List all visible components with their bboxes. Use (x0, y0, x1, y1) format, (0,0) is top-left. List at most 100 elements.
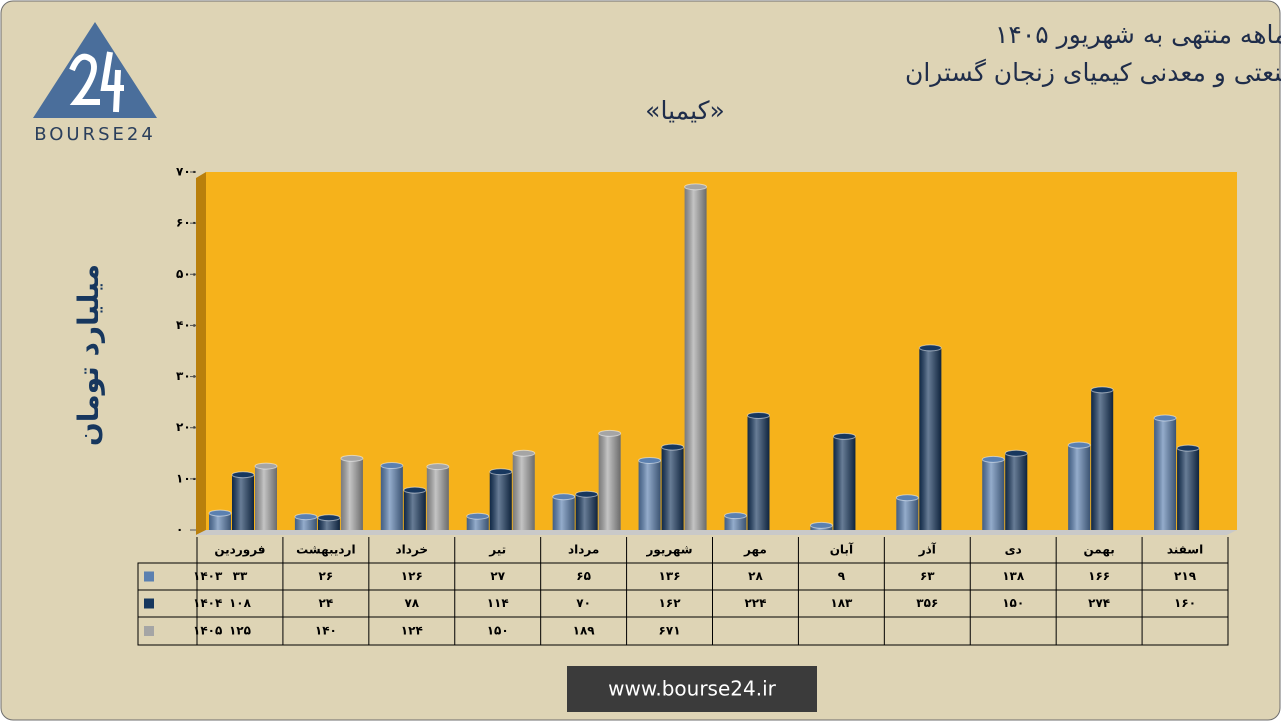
bar-cap (512, 449, 536, 457)
data-label: ۲۸ (748, 569, 763, 583)
bar-shade (340, 458, 363, 530)
x-tick-label: فروردین (214, 543, 265, 558)
plot-wall (206, 172, 1237, 530)
bar-shade (896, 497, 919, 530)
bar-cap (1153, 414, 1177, 422)
data-label: ۱۲۶ (401, 569, 423, 583)
data-label: ۱۲۴ (401, 624, 423, 638)
data-label: ۱۴۰ (315, 624, 337, 638)
bar-cap (809, 521, 833, 529)
data-label: ۱۸۳ (830, 596, 853, 610)
bar-shade (426, 466, 449, 530)
legend-label: ۱۴۰۴ (193, 596, 222, 610)
bar-shade (1005, 453, 1028, 530)
x-tick-label: اسفند (1167, 543, 1203, 557)
y-tick-label: ۴۰۰ (176, 318, 198, 332)
bar-shade (1091, 389, 1114, 530)
bar-cap (1090, 386, 1114, 394)
x-tick-label: دی (1005, 543, 1022, 557)
bar-cap (895, 494, 919, 502)
bar-shade (833, 436, 856, 530)
bar-shade (512, 453, 535, 530)
x-tick-label: مهر (743, 543, 767, 557)
data-label: ۷۰ (576, 596, 591, 610)
bar-cap (1176, 444, 1200, 452)
chart-title: گزارش فروش ۶ ماهه منتهی به شهریور ۱۴۰۵ (995, 20, 1281, 50)
bar-shade (380, 465, 403, 530)
chart-subtitle: صنعتی و معدنی کیمیای زنجان گستران (905, 58, 1281, 88)
data-label: ۹ (838, 569, 846, 583)
x-tick-label: آبان (830, 542, 854, 557)
bar-cap (724, 512, 747, 520)
legend-label: ۱۴۰۵ (193, 624, 222, 638)
logo-text: BOURSE24 (34, 124, 156, 145)
y-axis-label: میلیارد تومان (72, 264, 105, 446)
data-label: ۳۳ (233, 569, 248, 583)
x-tick-label: شهریور (645, 543, 692, 558)
bar-shade (1177, 448, 1200, 530)
bar-shade (661, 447, 684, 530)
data-label: ۶۷۱ (659, 624, 681, 638)
legend-swatch (144, 626, 154, 636)
bar-cap (661, 443, 685, 451)
data-label: ۲۲۴ (744, 596, 766, 610)
bar-cap (1004, 449, 1028, 457)
bar-cap (552, 493, 576, 501)
data-label: ۶۵ (576, 569, 591, 583)
bar-cap (208, 509, 232, 517)
data-label: ۱۶۰ (1174, 596, 1196, 610)
data-label: ۱۶۶ (1088, 569, 1110, 583)
bar-cap (747, 411, 770, 419)
bar-cap (254, 462, 278, 470)
bar-shade (466, 516, 489, 530)
bar-cap (403, 486, 427, 494)
bar-cap (317, 514, 341, 522)
bar-shade (403, 490, 426, 530)
y-tick-label: ۳۰۰ (176, 369, 198, 383)
bar-cap (598, 429, 622, 437)
bar-cap (684, 183, 708, 191)
data-label: ۲۷۴ (1088, 596, 1110, 610)
data-label: ۱۲۵ (229, 624, 251, 638)
bar-cap (380, 462, 404, 470)
x-tick-label: اردیبهشت (296, 543, 355, 557)
bar-shade (232, 474, 254, 530)
data-label: ۱۵۰ (487, 624, 509, 638)
footer-link[interactable]: www.bourse24.ir (608, 677, 777, 701)
data-label: ۲۴ (319, 596, 334, 610)
y-tick-label: ۱۰۰ (176, 471, 198, 485)
bar-shade (294, 516, 317, 530)
plot-side-wall (196, 172, 206, 535)
data-label: ۲۶ (319, 569, 334, 583)
bar-shade (1068, 445, 1091, 530)
x-tick-label: خرداد (396, 543, 429, 557)
legend-label: ۱۴۰۳ (193, 569, 223, 583)
data-label: ۱۶۲ (659, 596, 682, 610)
bar-cap (575, 490, 599, 498)
bar-shade (209, 513, 231, 530)
bar-shade (638, 460, 661, 530)
bar-shade (684, 186, 707, 530)
data-label: ۳۵۶ (916, 596, 938, 610)
bar-shade (598, 433, 621, 530)
bar-cap (340, 454, 364, 462)
x-tick-label: مرداد (568, 543, 599, 557)
bar-cap (918, 344, 942, 352)
bar-shade (1154, 417, 1177, 530)
bar-shade (982, 459, 1005, 530)
bar-shade (724, 515, 747, 530)
chart-subtitle: «کیمیا» (645, 96, 725, 125)
bar-cap (832, 432, 856, 440)
plot-floor (196, 530, 1237, 535)
data-label: ۷۸ (404, 596, 419, 610)
x-tick-label: تیر (488, 543, 506, 557)
bar-cap (231, 471, 255, 479)
footer-box (567, 666, 817, 712)
data-label: ۱۱۴ (487, 596, 509, 610)
data-label: ۱۰۸ (229, 596, 252, 610)
y-tick-label: ۵۰۰ (176, 267, 198, 281)
data-label: ۱۵۰ (1002, 596, 1024, 610)
data-label: ۲۷ (490, 569, 505, 583)
bar-shade (575, 494, 598, 530)
